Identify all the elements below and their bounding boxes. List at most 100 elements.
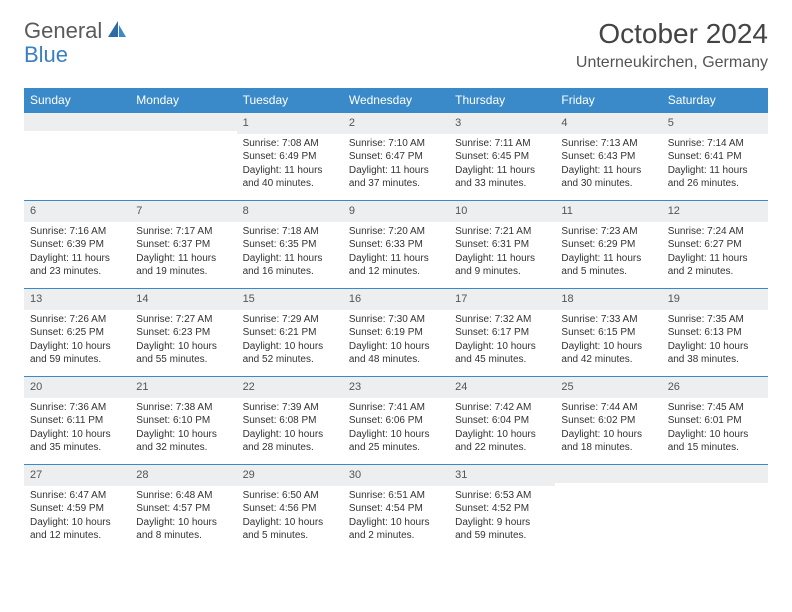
- sunrise-text: Sunrise: 6:50 AM: [243, 489, 337, 503]
- sunset-text: Sunset: 4:59 PM: [30, 502, 124, 516]
- calendar-cell: 19Sunrise: 7:35 AMSunset: 6:13 PMDayligh…: [662, 289, 768, 377]
- day-number: 31: [449, 465, 555, 486]
- daylight-text: Daylight: 10 hours and 38 minutes.: [668, 340, 762, 367]
- calendar-cell: 17Sunrise: 7:32 AMSunset: 6:17 PMDayligh…: [449, 289, 555, 377]
- header: General October 2024 Unterneukirchen, Ge…: [0, 0, 792, 80]
- day-number: 11: [555, 201, 661, 222]
- daylight-text: Daylight: 10 hours and 52 minutes.: [243, 340, 337, 367]
- day-header: Friday: [555, 88, 661, 113]
- day-number: 6: [24, 201, 130, 222]
- sunrise-text: Sunrise: 7:11 AM: [455, 137, 549, 151]
- day-number: 13: [24, 289, 130, 310]
- sunset-text: Sunset: 6:45 PM: [455, 150, 549, 164]
- day-body: Sunrise: 6:51 AMSunset: 4:54 PMDaylight:…: [343, 486, 449, 547]
- calendar-cell: 16Sunrise: 7:30 AMSunset: 6:19 PMDayligh…: [343, 289, 449, 377]
- logo-blue-wrap: Blue: [24, 42, 68, 68]
- sunrise-text: Sunrise: 7:41 AM: [349, 401, 443, 415]
- sunrise-text: Sunrise: 6:47 AM: [30, 489, 124, 503]
- day-number: 2: [343, 113, 449, 134]
- daylight-text: Daylight: 11 hours and 26 minutes.: [668, 164, 762, 191]
- day-number: 19: [662, 289, 768, 310]
- sunrise-text: Sunrise: 7:38 AM: [136, 401, 230, 415]
- day-body: Sunrise: 7:45 AMSunset: 6:01 PMDaylight:…: [662, 398, 768, 459]
- daylight-text: Daylight: 11 hours and 16 minutes.: [243, 252, 337, 279]
- day-number: 9: [343, 201, 449, 222]
- day-body: [555, 483, 661, 490]
- calendar-cell: 3Sunrise: 7:11 AMSunset: 6:45 PMDaylight…: [449, 113, 555, 201]
- sunset-text: Sunset: 4:57 PM: [136, 502, 230, 516]
- calendar-cell: 7Sunrise: 7:17 AMSunset: 6:37 PMDaylight…: [130, 201, 236, 289]
- calendar-cell: 20Sunrise: 7:36 AMSunset: 6:11 PMDayligh…: [24, 377, 130, 465]
- sunset-text: Sunset: 6:43 PM: [561, 150, 655, 164]
- day-number: 23: [343, 377, 449, 398]
- calendar-cell: 18Sunrise: 7:33 AMSunset: 6:15 PMDayligh…: [555, 289, 661, 377]
- sunset-text: Sunset: 6:41 PM: [668, 150, 762, 164]
- sunrise-text: Sunrise: 7:30 AM: [349, 313, 443, 327]
- sunrise-text: Sunrise: 7:10 AM: [349, 137, 443, 151]
- calendar-cell: 11Sunrise: 7:23 AMSunset: 6:29 PMDayligh…: [555, 201, 661, 289]
- day-header: Wednesday: [343, 88, 449, 113]
- calendar-cell: 12Sunrise: 7:24 AMSunset: 6:27 PMDayligh…: [662, 201, 768, 289]
- day-body: Sunrise: 7:17 AMSunset: 6:37 PMDaylight:…: [130, 222, 236, 283]
- logo-text-general: General: [24, 18, 102, 44]
- calendar-cell: 5Sunrise: 7:14 AMSunset: 6:41 PMDaylight…: [662, 113, 768, 201]
- daylight-text: Daylight: 10 hours and 8 minutes.: [136, 516, 230, 543]
- day-number: 28: [130, 465, 236, 486]
- calendar-row: 6Sunrise: 7:16 AMSunset: 6:39 PMDaylight…: [24, 201, 768, 289]
- daylight-text: Daylight: 10 hours and 55 minutes.: [136, 340, 230, 367]
- day-number: 30: [343, 465, 449, 486]
- day-body: Sunrise: 7:35 AMSunset: 6:13 PMDaylight:…: [662, 310, 768, 371]
- sunset-text: Sunset: 6:47 PM: [349, 150, 443, 164]
- calendar-cell: 27 Sunrise: 6:47 AMSunset: 4:59 PMDayligh…: [24, 465, 130, 553]
- sunset-text: Sunset: 6:17 PM: [455, 326, 549, 340]
- daylight-text: Daylight: 10 hours and 59 minutes.: [30, 340, 124, 367]
- day-body: Sunrise: 6:50 AMSunset: 4:56 PMDaylight:…: [237, 486, 343, 547]
- day-body: Sunrise: 7:32 AMSunset: 6:17 PMDaylight:…: [449, 310, 555, 371]
- day-body: Sunrise: 6:48 AMSunset: 4:57 PMDaylight:…: [130, 486, 236, 547]
- day-number: 25: [555, 377, 661, 398]
- sunset-text: Sunset: 6:10 PM: [136, 414, 230, 428]
- day-body: Sunrise: 7:16 AMSunset: 6:39 PMDaylight:…: [24, 222, 130, 283]
- daylight-text: Daylight: 11 hours and 5 minutes.: [561, 252, 655, 279]
- day-number: 27: [24, 465, 130, 486]
- calendar-cell: 25Sunrise: 7:44 AMSunset: 6:02 PMDayligh…: [555, 377, 661, 465]
- day-number: 16: [343, 289, 449, 310]
- day-header: Thursday: [449, 88, 555, 113]
- sunset-text: Sunset: 6:35 PM: [243, 238, 337, 252]
- calendar-cell: 6Sunrise: 7:16 AMSunset: 6:39 PMDaylight…: [24, 201, 130, 289]
- sunrise-text: Sunrise: 7:33 AM: [561, 313, 655, 327]
- daylight-text: Daylight: 10 hours and 45 minutes.: [455, 340, 549, 367]
- sunset-text: Sunset: 6:25 PM: [30, 326, 124, 340]
- daylight-text: Daylight: 10 hours and 42 minutes.: [561, 340, 655, 367]
- sunrise-text: Sunrise: 7:36 AM: [30, 401, 124, 415]
- day-body: Sunrise: 7:21 AMSunset: 6:31 PMDaylight:…: [449, 222, 555, 283]
- day-body: Sunrise: 7:42 AMSunset: 6:04 PMDaylight:…: [449, 398, 555, 459]
- sunrise-text: Sunrise: 7:27 AM: [136, 313, 230, 327]
- sunrise-text: Sunrise: 7:35 AM: [668, 313, 762, 327]
- daylight-text: Daylight: 10 hours and 12 minutes.: [30, 516, 124, 543]
- day-number: 22: [237, 377, 343, 398]
- day-number: [24, 113, 130, 131]
- day-body: [24, 131, 130, 138]
- day-body: Sunrise: 7:10 AMSunset: 6:47 PMDaylight:…: [343, 134, 449, 195]
- day-body: [130, 131, 236, 138]
- calendar-cell: [130, 113, 236, 201]
- daylight-text: Daylight: 9 hours and 59 minutes.: [455, 516, 549, 543]
- sunset-text: Sunset: 6:21 PM: [243, 326, 337, 340]
- day-number: 17: [449, 289, 555, 310]
- calendar-cell: [24, 113, 130, 201]
- sunset-text: Sunset: 6:02 PM: [561, 414, 655, 428]
- calendar-cell: 13Sunrise: 7:26 AMSunset: 6:25 PMDayligh…: [24, 289, 130, 377]
- sunrise-text: Sunrise: 6:48 AM: [136, 489, 230, 503]
- day-number: 29: [237, 465, 343, 486]
- sunrise-text: Sunrise: 6:53 AM: [455, 489, 549, 503]
- sunset-text: Sunset: 6:49 PM: [243, 150, 337, 164]
- calendar-cell: 21Sunrise: 7:38 AMSunset: 6:10 PMDayligh…: [130, 377, 236, 465]
- daylight-text: Daylight: 11 hours and 19 minutes.: [136, 252, 230, 279]
- sunset-text: Sunset: 6:08 PM: [243, 414, 337, 428]
- day-number: 24: [449, 377, 555, 398]
- day-header: Monday: [130, 88, 236, 113]
- calendar-row: 20Sunrise: 7:36 AMSunset: 6:11 PMDayligh…: [24, 377, 768, 465]
- calendar-cell: 23Sunrise: 7:41 AMSunset: 6:06 PMDayligh…: [343, 377, 449, 465]
- day-body: Sunrise: 7:41 AMSunset: 6:06 PMDaylight:…: [343, 398, 449, 459]
